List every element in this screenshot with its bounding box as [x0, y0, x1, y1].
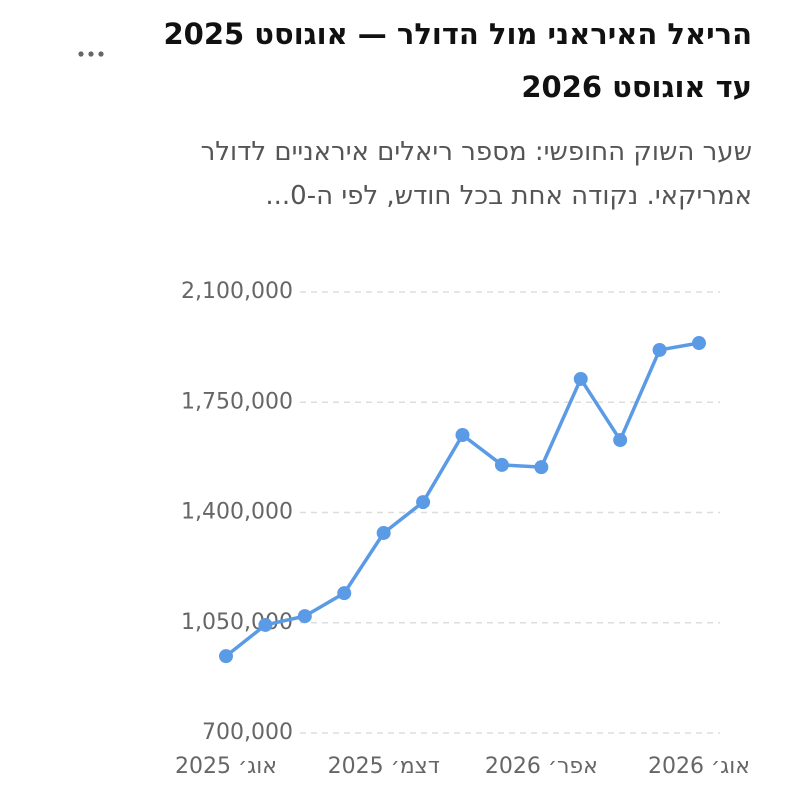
- point: [337, 586, 352, 601]
- point: [416, 495, 431, 510]
- x-tick-label: אוג׳ 2026: [648, 754, 750, 779]
- chart-title: הריאל האיראני מול הדולר — אוגוסט 2025 עד…: [163, 17, 752, 104]
- point: [534, 460, 549, 475]
- y-tick-label: 1,750,000: [181, 389, 293, 414]
- point: [652, 342, 667, 357]
- point: [258, 617, 273, 632]
- point: [613, 433, 628, 448]
- x-tick-label: אוג׳ 2025: [175, 754, 277, 779]
- x-tick-label: אפר׳ 2026: [485, 754, 598, 779]
- point: [297, 609, 312, 624]
- y-tick-label: 2,100,000: [181, 279, 293, 304]
- point: [376, 525, 391, 540]
- point: [494, 457, 509, 472]
- chart-subtitle: שער השוק החופשי: מספר ריאלים איראניים לד…: [200, 137, 752, 211]
- point: [573, 371, 588, 386]
- point: [455, 428, 470, 443]
- y-tick-label: 700,000: [202, 720, 293, 745]
- line: [224, 341, 700, 658]
- point: [219, 649, 233, 664]
- more-menu[interactable]: [76, 44, 108, 60]
- point: [692, 336, 706, 351]
- x-tick-label: דצמ׳ 2025: [328, 754, 440, 779]
- y-tick-label: 1,400,000: [181, 500, 293, 525]
